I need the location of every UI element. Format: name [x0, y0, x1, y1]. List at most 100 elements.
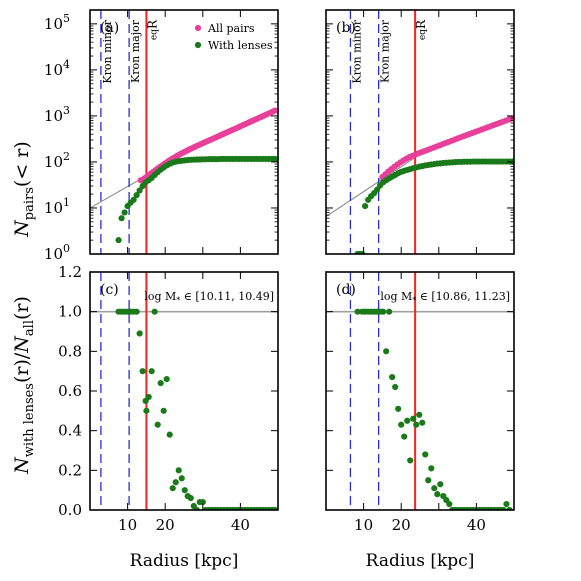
with-lenses-point [271, 155, 278, 163]
y-tick-label: 102 [44, 150, 70, 171]
with-lenses-point [136, 330, 143, 337]
legend-marker-all-pairs [194, 24, 202, 32]
with-lenses-point [121, 209, 128, 216]
all-pairs-point [271, 107, 278, 114]
panel-label: (c) [100, 282, 119, 298]
kron-minor-label: Kron minor [101, 19, 114, 83]
panel-frame [89, 271, 279, 511]
mass-range-label: log M* ∈ [10.86, 11.23] [380, 290, 510, 305]
with-lenses-point [151, 308, 158, 315]
kron-minor-label: Kron minor [350, 19, 363, 83]
panel-label: (a) [100, 20, 119, 36]
panel-d: (d) log M* ∈ [10.86, 11.23] 10 20 40 [325, 271, 515, 534]
plot-area [90, 272, 278, 510]
with-lenses-point [139, 368, 146, 375]
with-lenses-point [166, 431, 173, 438]
x-tick-label: 20 [392, 516, 411, 534]
with-lenses-point [118, 215, 125, 222]
x-tick-label: 10 [354, 516, 373, 534]
with-lenses-point [374, 186, 381, 193]
legend-label-all-pairs: All pairs [207, 22, 255, 35]
y-tick-label: 105 [44, 12, 70, 33]
xlabel-right: Radius [kpc] [366, 551, 475, 571]
with-lenses-point [160, 407, 167, 414]
with-lenses-point [181, 487, 188, 494]
panel-label: (d) [336, 282, 356, 298]
req-label: eqR [145, 19, 159, 40]
with-lenses-point [434, 491, 441, 498]
with-lenses-point [187, 495, 194, 502]
legend-marker-with-lenses [194, 41, 202, 49]
y-tick-label: 0.0 [58, 501, 82, 519]
with-lenses-point [413, 421, 420, 428]
fit-line [90, 175, 147, 209]
with-lenses-point [148, 368, 155, 375]
plot-area [326, 272, 514, 510]
y-tick-label: 101 [44, 196, 70, 217]
with-lenses-point [389, 374, 396, 381]
with-lenses-point [143, 407, 150, 414]
panel-c: (c) log M* ∈ [10.11, 10.49] 0.0 0.2 0.4 0.6 0.… [58, 263, 279, 534]
x-tick-label: 40 [467, 516, 486, 534]
panel-a: Kron minor Kron major eqR (a) 100 101 102 103 10… [44, 9, 279, 263]
with-lenses-point [145, 393, 152, 401]
y-tick-label: 104 [44, 58, 70, 79]
y-tick-label: 1.0 [58, 303, 82, 321]
with-lenses-point [446, 500, 453, 508]
panel-b: Kron minor Kron major eqR (b) [325, 9, 515, 255]
with-lenses-point [157, 379, 164, 387]
ylabel-bottom: Nwith lenses(r)/Nall(r) [11, 296, 37, 475]
with-lenses-point [425, 477, 432, 484]
with-lenses-point [392, 383, 399, 391]
req-label: eqR [414, 19, 428, 40]
x-tick-label: 10 [118, 516, 137, 534]
panel-frame [325, 9, 515, 255]
with-lenses-point [386, 308, 393, 315]
with-lenses-point [401, 433, 408, 440]
with-lenses-point [354, 308, 361, 315]
x-tick-label: 20 [156, 516, 175, 534]
kron-major-label: Kron major [129, 19, 142, 83]
x-tick-label: 40 [231, 516, 250, 534]
fit-line [326, 156, 417, 218]
with-lenses-point [395, 405, 402, 412]
with-lenses-point [431, 485, 438, 492]
with-lenses-point [133, 192, 140, 199]
with-lenses-point [416, 411, 423, 418]
plot-area [326, 10, 514, 254]
panel-frame [89, 9, 279, 255]
with-lenses-point [383, 348, 390, 355]
with-lenses-point [136, 187, 143, 194]
y-tick-label: 0.8 [58, 342, 82, 360]
plot-area [90, 10, 278, 254]
with-lenses-point [422, 451, 429, 458]
with-lenses-point [503, 500, 510, 508]
with-lenses-point [115, 237, 122, 244]
with-lenses-point [130, 196, 137, 203]
with-lenses-point [428, 465, 435, 472]
with-lenses-point [380, 308, 387, 315]
with-lenses-point [419, 419, 426, 426]
with-lenses-point [199, 498, 206, 506]
kron-major-label: Kron major [379, 19, 392, 83]
y-tick-label: 100 [44, 242, 70, 263]
with-lenses-point [175, 467, 182, 474]
xlabel-left: Radius [kpc] [130, 551, 239, 571]
mass-range-label: log M* ∈ [10.11, 10.49] [144, 290, 274, 305]
y-tick-label: 0.4 [58, 422, 82, 440]
with-lenses-point [169, 485, 176, 492]
ylabel-top: Npairs(< r) [11, 141, 37, 238]
with-lenses-point [404, 417, 411, 424]
with-lenses-point [172, 479, 179, 486]
panel-frame [325, 271, 515, 511]
with-lenses-point [154, 421, 161, 428]
with-lenses-point [410, 415, 417, 422]
panel-label: (b) [336, 20, 356, 36]
y-tick-label: 1.2 [58, 263, 82, 281]
with-lenses-point [407, 457, 414, 464]
with-lenses-point [133, 308, 140, 315]
with-lenses-point [362, 202, 369, 210]
y-tick-label: 0.6 [58, 382, 82, 400]
legend-label-with-lenses: With lenses [208, 39, 273, 52]
